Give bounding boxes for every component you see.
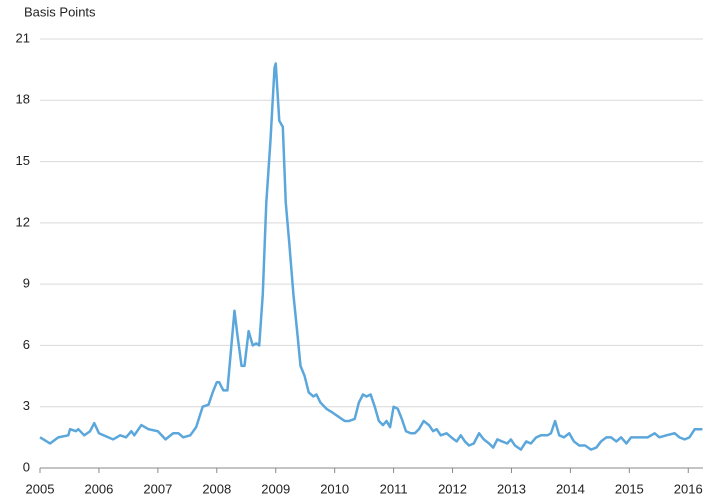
x-tick-label: 2015: [615, 481, 644, 496]
x-tick-label: 2010: [320, 481, 349, 496]
y-tick-label: 0: [23, 459, 30, 474]
x-tick-label: 2014: [556, 481, 585, 496]
x-tick-label: 2007: [143, 481, 172, 496]
x-tick-label: 2006: [84, 481, 113, 496]
x-tick-label: 2005: [26, 481, 55, 496]
y-tick-label: 21: [16, 30, 30, 45]
x-tick-label: 2016: [674, 481, 703, 496]
data-line: [39, 62, 703, 451]
x-tick-label: 2009: [261, 481, 290, 496]
y-tick-label: 6: [23, 337, 30, 352]
y-tick-label: 3: [23, 398, 30, 413]
y-tick-label: 9: [23, 276, 30, 291]
x-tick-label: 2011: [380, 481, 408, 496]
x-tick-label: 2013: [497, 481, 526, 496]
y-axis-label: Basis Points: [24, 4, 96, 19]
y-tick-label: 18: [16, 92, 30, 107]
x-tick-label: 2012: [438, 481, 467, 496]
x-tick-label: 2008: [202, 481, 231, 496]
y-tick-label: 12: [16, 214, 30, 229]
y-tick-label: 15: [16, 153, 30, 168]
